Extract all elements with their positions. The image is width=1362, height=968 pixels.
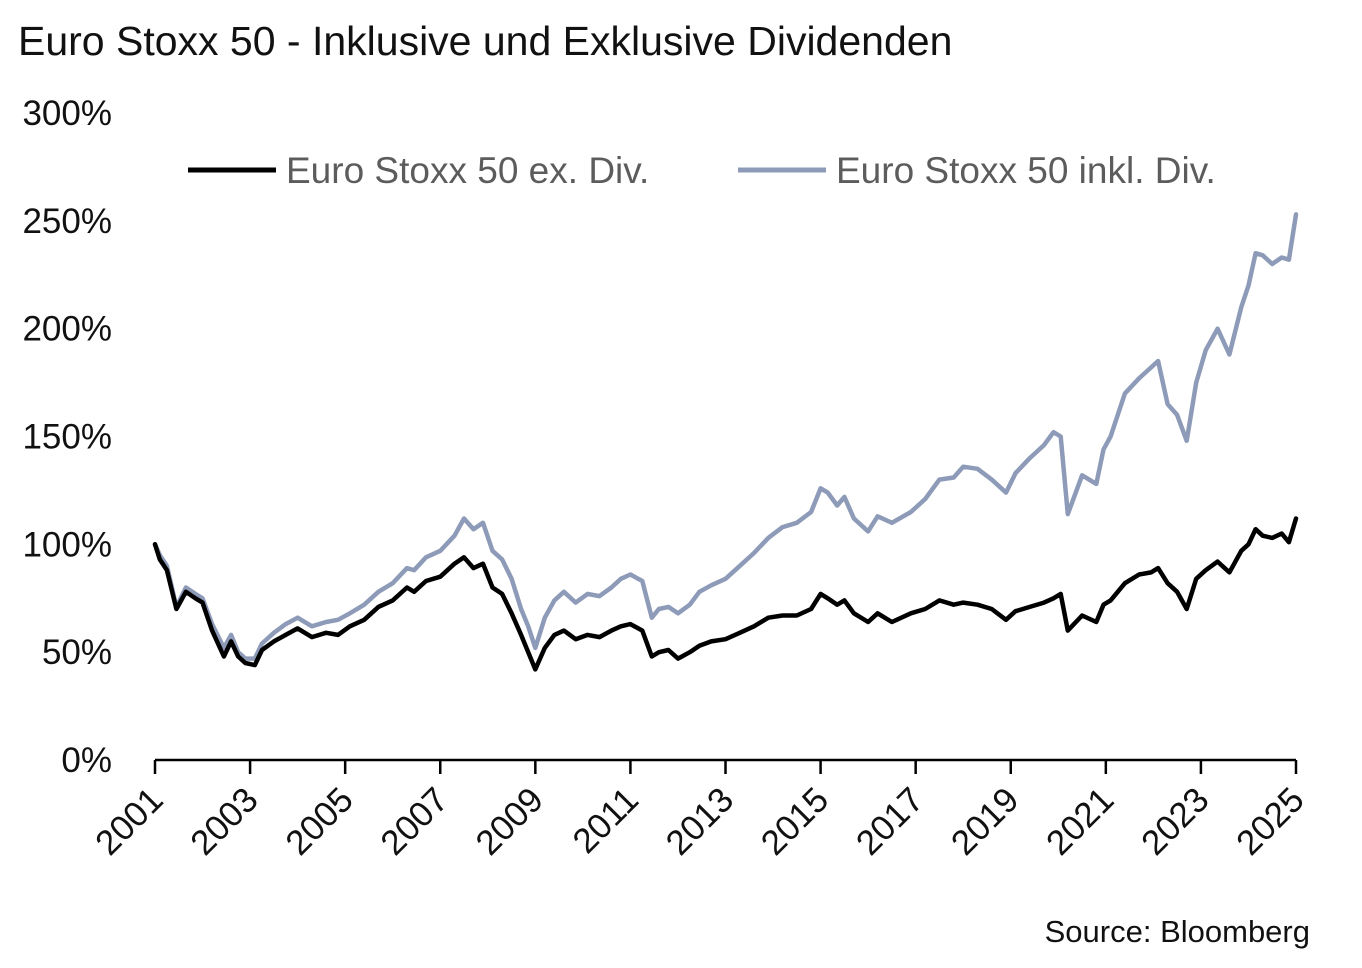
x-tick-label: 2007 <box>373 780 456 863</box>
x-tick-label: 2003 <box>183 780 266 863</box>
x-tick-label: 2005 <box>278 780 361 863</box>
x-axis-tick-labels: 2001 2003 2005 2007 2009 2011 2013 2015 2017 2019… <box>88 780 1312 863</box>
y-tick-label: 0% <box>61 741 112 780</box>
y-tick-label: 250% <box>22 202 112 241</box>
source-note: Source: Bloomberg <box>1044 914 1310 949</box>
x-tick-label: 2017 <box>849 780 932 863</box>
series-line-ex-div <box>152 516 1299 672</box>
x-tick-label: 2023 <box>1134 780 1217 863</box>
x-tick-label: 2013 <box>659 780 742 863</box>
x-tick-label: 2001 <box>88 780 171 863</box>
y-tick-label: 100% <box>22 525 112 564</box>
y-tick-label: 50% <box>42 633 112 672</box>
x-tick-label: 2021 <box>1039 780 1122 863</box>
legend-incl-div-label: Euro Stoxx 50 inkl. Div. <box>836 150 1216 191</box>
series-line-incl-div <box>152 212 1299 661</box>
x-tick-label: 2019 <box>944 780 1027 863</box>
x-tick-label: 2015 <box>754 780 837 863</box>
y-tick-label: 300% <box>22 94 112 133</box>
x-tick-label: 2025 <box>1229 780 1312 863</box>
legend-ex-div-label: Euro Stoxx 50 ex. Div. <box>286 150 649 191</box>
x-tick-label: 2009 <box>468 780 551 863</box>
y-tick-label: 200% <box>22 310 112 349</box>
chart-title: Euro Stoxx 50 - Inklusive und Exklusive … <box>18 18 953 64</box>
x-tick-label: 2011 <box>565 780 646 861</box>
y-tick-label: 150% <box>22 418 112 457</box>
x-axis <box>153 758 1298 774</box>
legend: Euro Stoxx 50 ex. Div. Euro Stoxx 50 inkl… <box>188 150 1216 191</box>
series-lines <box>152 212 1299 672</box>
y-axis-tick-labels: 0% 50% 100% 150% 200% 250% 300% <box>22 94 112 780</box>
